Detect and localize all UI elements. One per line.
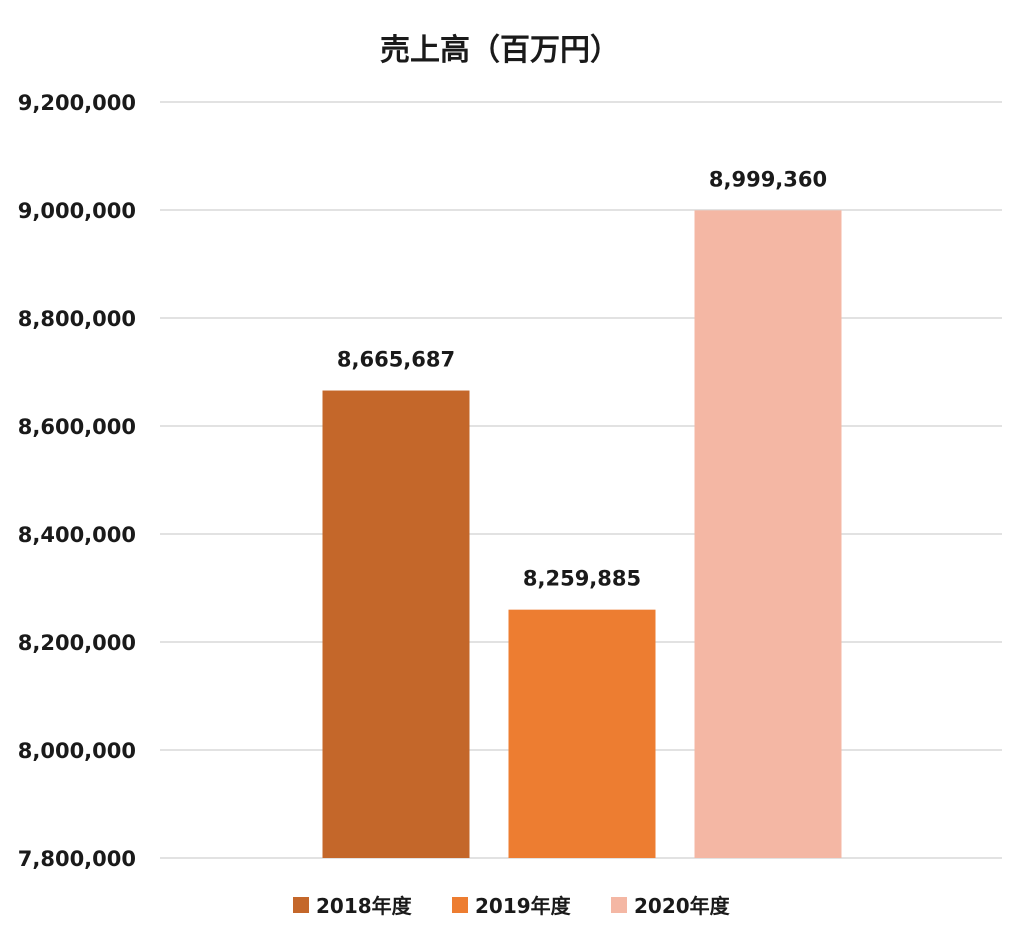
legend-entry: 2018年度 — [316, 894, 413, 918]
chart-title: 売上高（百万円） — [380, 33, 620, 68]
y-tick-label: 8,000,000 — [18, 739, 136, 763]
y-tick-label: 8,600,000 — [18, 415, 136, 439]
y-axis-tick-labels: 7,800,000 8,000,000 8,200,000 8,400,000 8,60… — [18, 91, 136, 871]
data-label: 8,259,885 — [523, 567, 641, 591]
y-tick-label: 8,400,000 — [18, 523, 136, 547]
bars — [322, 210, 842, 859]
y-tick-label: 8,200,000 — [18, 631, 136, 655]
y-tick-label: 7,800,000 — [18, 847, 136, 871]
legend-entry: 2020年度 — [634, 894, 731, 918]
legend-swatch — [293, 897, 309, 913]
y-tick-label: 9,200,000 — [18, 91, 136, 115]
legend-swatch — [452, 897, 468, 913]
data-labels: 8,665,687 8,259,885 8,999,360 — [337, 167, 827, 590]
data-label: 8,999,360 — [709, 167, 827, 191]
bar-2019年度 — [508, 609, 656, 858]
data-label: 8,665,687 — [337, 348, 455, 372]
y-tick-label: 9,000,000 — [18, 199, 136, 223]
y-tick-label: 8,800,000 — [18, 307, 136, 331]
legend: 2018年度 2019年度 2020年度 — [293, 894, 731, 918]
legend-entry: 2019年度 — [475, 894, 572, 918]
bar-2018年度 — [322, 390, 470, 858]
bar-2020年度 — [694, 210, 842, 859]
legend-swatch — [611, 897, 627, 913]
